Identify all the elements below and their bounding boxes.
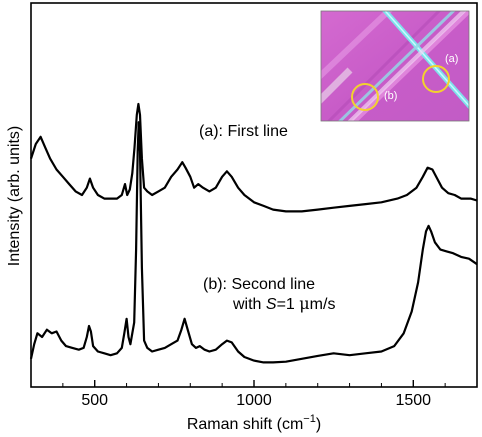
inset-streak: [321, 67, 353, 104]
inset-streak: [321, 11, 393, 80]
label-series-a: (a): First line: [199, 123, 288, 140]
b-line2-suffix: m/s: [310, 296, 336, 313]
label-series-b-line2: with S=1 μm/s: [232, 294, 335, 313]
x-tick-label-1500: 1500: [395, 392, 431, 409]
series-layer: [29, 102, 478, 364]
inset-streak: [350, 11, 469, 121]
label-series-b-line1: (b): Second line: [203, 276, 315, 293]
inset-label-a: (a): [445, 53, 458, 65]
b-line2-mid: =1: [277, 296, 300, 313]
x-tick-label-1000: 1000: [236, 392, 272, 409]
inset-line-second: [337, 11, 456, 121]
x-axis-label-end: ): [316, 416, 321, 433]
b-line2-prefix: with: [232, 296, 266, 313]
b-line2-variable: S: [266, 296, 277, 313]
series-line-a: [29, 102, 478, 213]
x-axis-label: Raman shift (cm−1): [187, 413, 321, 433]
inset-line-first-core: [384, 11, 469, 107]
inset-streak: [326, 11, 442, 121]
x-tick-label-500: 500: [81, 392, 108, 409]
b-line2-greek: μ: [299, 294, 309, 313]
series-line-b: [29, 121, 478, 364]
x-axis-label-superscript: −1: [303, 413, 316, 425]
inset-border: [320, 10, 470, 122]
inset-circle-b: [351, 83, 379, 111]
inset-circle-a: [422, 65, 450, 93]
inset-line-third: [347, 11, 467, 121]
y-axis-label: Intensity (arb. units): [6, 126, 23, 267]
x-axis-label-main: Raman shift (cm: [187, 416, 303, 433]
inset-micrograph: (a) (b): [320, 10, 470, 122]
inset-label-b: (b): [384, 90, 397, 102]
x-ticks: 500 1000 1500: [62, 380, 478, 409]
